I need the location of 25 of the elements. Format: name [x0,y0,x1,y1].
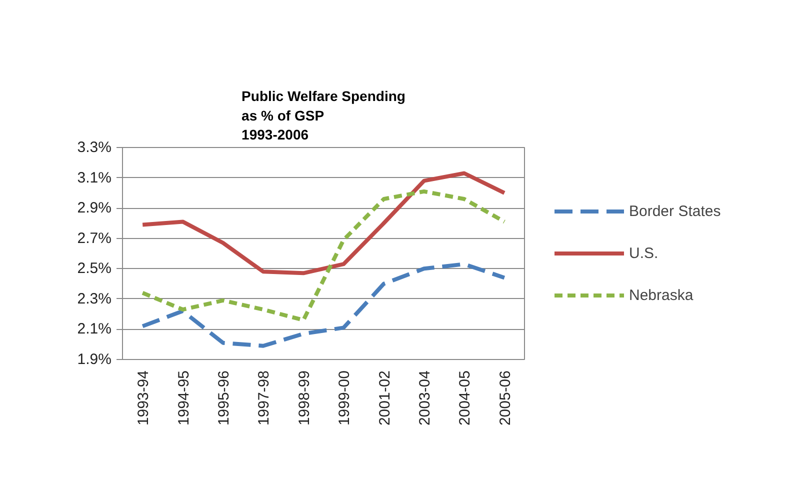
x-tick-label: 1994-95 [175,370,192,426]
x-tick-label: 1997-98 [256,370,273,426]
x-tick-label: 1993-94 [135,370,152,426]
line-series [140,189,506,322]
y-tick-label: 3.3% [77,139,112,156]
x-tick-label: 1995-96 [216,370,232,426]
x-tick-label: 2001-02 [376,370,394,426]
y-tick-label: 2.1% [77,320,112,338]
y-tick-label: 2.7% [77,230,112,247]
y-tick-label: 1.9% [77,351,112,368]
x-tick-label: 2003-04 [416,370,434,426]
x-tick-label: 1999-00 [336,370,354,426]
x-tick-label: 1998-99 [296,370,313,426]
line-series [140,262,506,348]
y-tick-label: 2.9% [77,200,112,217]
x-tick-label: 2004-05 [456,370,474,426]
x-tick-label: 2005-06 [496,370,514,426]
y-tick-label: 2.3% [77,290,112,308]
chart-title: Public Welfare Spending as % of GSP 1993-2006 [242,88,406,142]
y-tick-label: 2.5% [77,260,112,278]
legend-label: Nebraska [629,286,694,304]
legend-label: Border States [629,202,721,220]
legend-label: U.S. [629,244,658,262]
y-tick-label: 3.1% [77,169,112,186]
line-series [140,171,506,276]
